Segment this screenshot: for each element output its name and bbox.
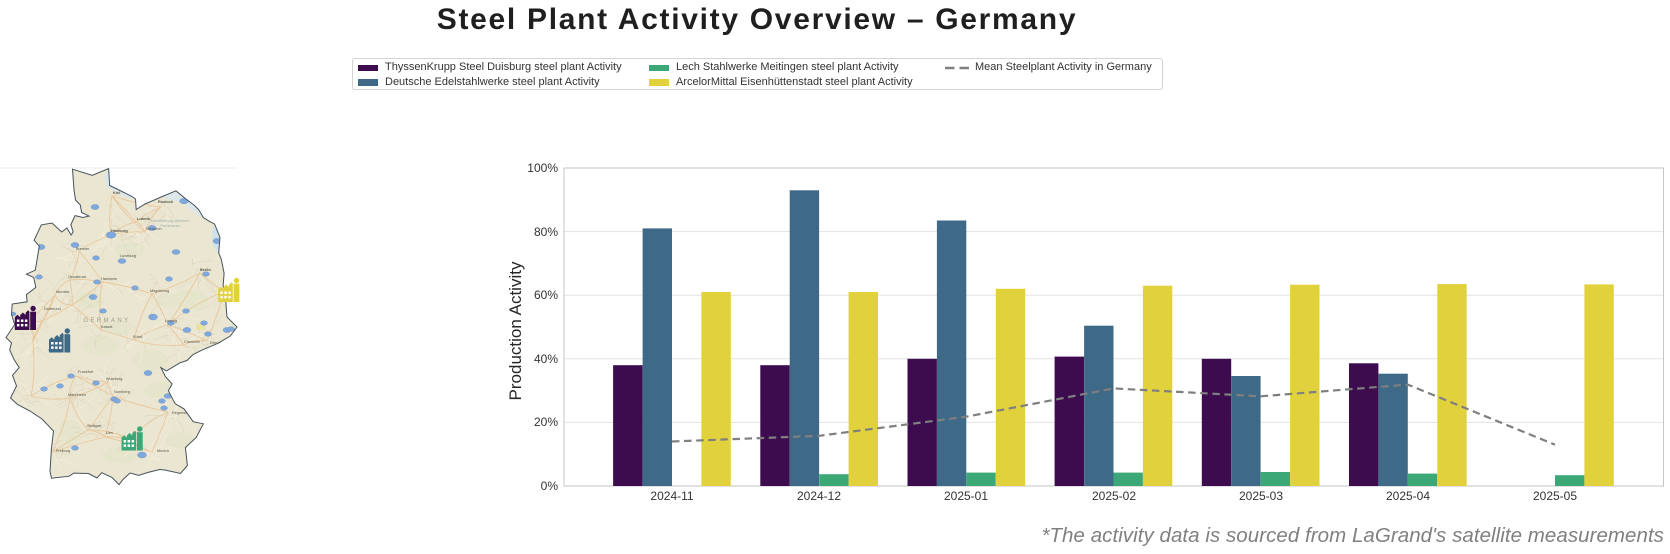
svg-text:Hamburg: Hamburg bbox=[111, 229, 128, 233]
svg-text:Osnabruck: Osnabruck bbox=[68, 275, 86, 279]
svg-text:Chemnitz: Chemnitz bbox=[184, 340, 200, 344]
svg-text:Rostock: Rostock bbox=[158, 200, 174, 204]
svg-text:Pomerania: Pomerania bbox=[160, 223, 180, 228]
svg-text:Hannover: Hannover bbox=[101, 277, 118, 281]
svg-text:Munich: Munich bbox=[157, 449, 169, 453]
svg-text:Magdeburg: Magdeburg bbox=[150, 289, 169, 293]
svg-text:Leipzig: Leipzig bbox=[165, 319, 177, 323]
svg-text:Kiel: Kiel bbox=[113, 191, 120, 195]
svg-text:Lubeck: Lubeck bbox=[137, 217, 151, 221]
svg-text:Regensburg: Regensburg bbox=[172, 411, 193, 415]
svg-text:Luneburg: Luneburg bbox=[120, 254, 136, 258]
svg-text:Frankfurt: Frankfurt bbox=[78, 370, 94, 374]
svg-text:Stuttgart: Stuttgart bbox=[87, 424, 102, 428]
svg-text:Berlin: Berlin bbox=[200, 268, 211, 272]
svg-text:Kassel: Kassel bbox=[101, 325, 113, 329]
svg-text:Bayreuth: Bayreuth bbox=[180, 375, 195, 379]
svg-text:Bremen: Bremen bbox=[76, 247, 89, 251]
svg-text:Nurnberg: Nurnberg bbox=[114, 390, 130, 394]
svg-text:Freiburg: Freiburg bbox=[56, 449, 70, 453]
svg-text:Dresden: Dresden bbox=[210, 341, 224, 345]
svg-text:Dortmund: Dortmund bbox=[44, 307, 61, 311]
svg-text:Erfurt: Erfurt bbox=[133, 335, 143, 339]
svg-text:GERMANY: GERMANY bbox=[83, 318, 130, 324]
svg-text:Schwerin: Schwerin bbox=[146, 227, 162, 231]
svg-text:Mecklenburg-Western: Mecklenburg-Western bbox=[150, 218, 189, 223]
svg-text:Ulm: Ulm bbox=[106, 431, 113, 435]
svg-text:Mannheim: Mannheim bbox=[68, 393, 86, 397]
svg-text:Wurzburg: Wurzburg bbox=[106, 377, 122, 381]
svg-text:Munster: Munster bbox=[56, 290, 70, 294]
